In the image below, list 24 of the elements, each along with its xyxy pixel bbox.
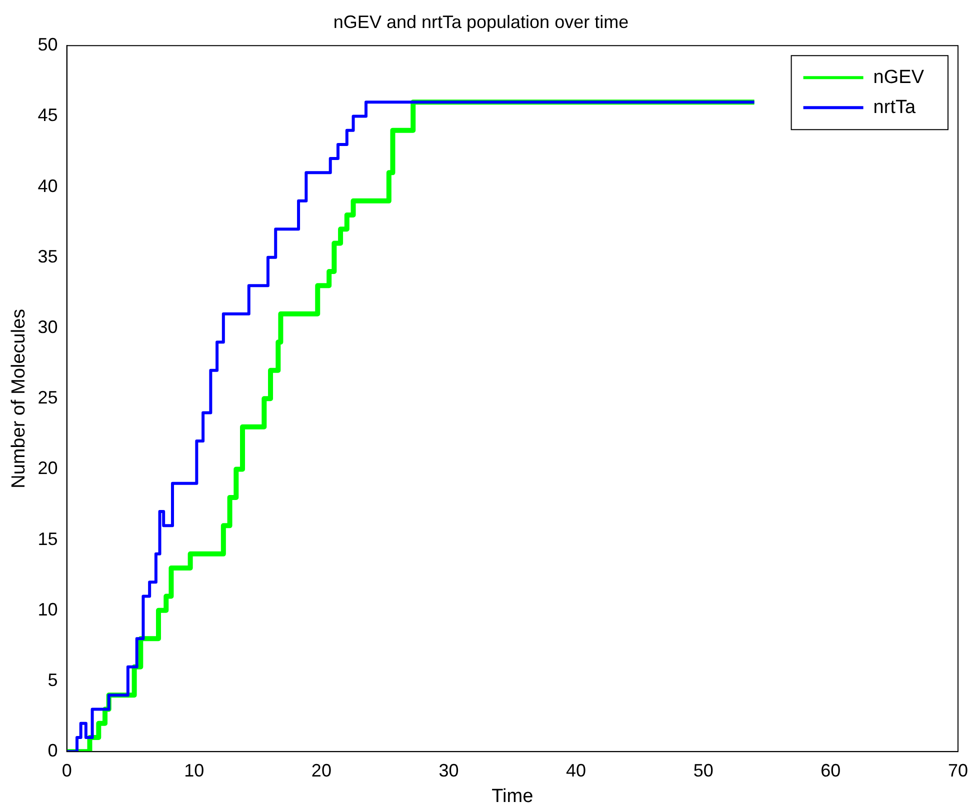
y-tick-label: 0 [48, 740, 58, 761]
chart-title: nGEV and nrtTa population over time [333, 12, 629, 32]
y-tick-label: 20 [38, 458, 58, 478]
x-tick-label: 10 [184, 760, 204, 780]
x-tick-label: 30 [438, 760, 459, 780]
y-tick-label: 5 [48, 670, 58, 690]
y-tick-label: 35 [38, 246, 58, 266]
x-tick-label: 60 [820, 760, 841, 780]
x-tick-label: 50 [693, 760, 714, 780]
y-axis-title: Number of Molecules [8, 308, 30, 488]
y-tick-label: 30 [38, 316, 58, 337]
x-tick-label: 40 [566, 760, 586, 780]
y-tick-label: 25 [38, 388, 58, 408]
x-tick-label: 20 [311, 760, 332, 780]
x-tick-label: 0 [62, 760, 72, 780]
legend-label: nGEV [873, 66, 924, 88]
x-tick-label: 70 [948, 760, 968, 780]
y-tick-label: 40 [38, 176, 58, 196]
y-tick-label: 45 [38, 105, 58, 126]
y-tick-label: 15 [38, 528, 58, 549]
legend-label: nrtTa [873, 96, 916, 118]
x-axis-title: Time [492, 786, 534, 807]
y-tick-label: 10 [38, 599, 58, 620]
y-tick-label: 50 [38, 34, 58, 55]
